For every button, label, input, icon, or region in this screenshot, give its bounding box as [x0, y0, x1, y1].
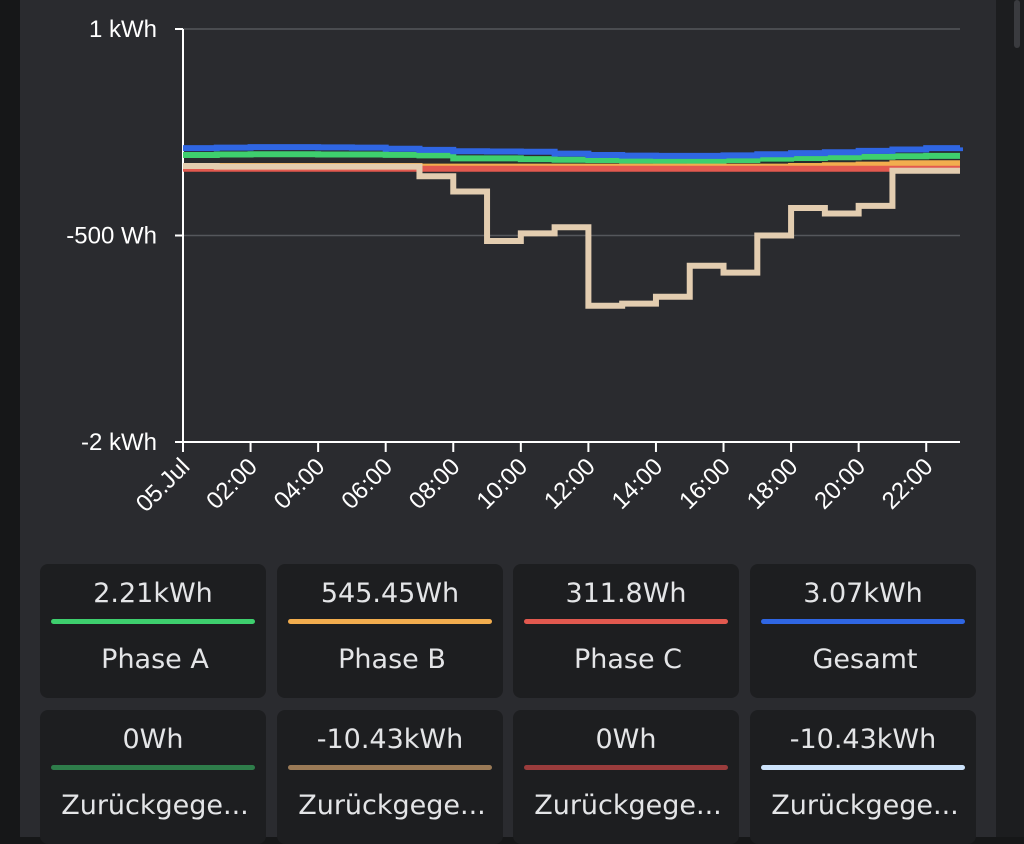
- card-value: 311.8Wh: [565, 578, 687, 609]
- card-value: 3.07kWh: [803, 578, 923, 609]
- series-color-line: [288, 765, 492, 770]
- card-label: Zurückgege...: [61, 790, 249, 821]
- scrollbar-thumb[interactable]: [1014, 0, 1020, 48]
- series-color-line: [524, 619, 728, 624]
- legend-card-phase-b[interactable]: 545.45Wh Phase B: [277, 564, 503, 698]
- series-color-line: [761, 765, 965, 770]
- series-line: [183, 144, 963, 159]
- card-label: Zurückgege...: [534, 790, 722, 821]
- card-label: Phase B: [338, 644, 446, 675]
- series-color-line: [51, 765, 255, 770]
- series-color-line: [524, 765, 728, 770]
- card-label: Phase A: [101, 644, 209, 675]
- scroll-track[interactable]: [996, 0, 1024, 837]
- x-tick-label: 05.Jul: [131, 453, 195, 517]
- legend-card-phase-c[interactable]: 311.8Wh Phase C: [513, 564, 739, 698]
- x-tick-label: 20:00: [809, 453, 871, 515]
- card-value: -10.43kWh: [316, 724, 464, 755]
- y-tick-label: -500 Wh: [66, 223, 157, 250]
- legend-card-gesamt[interactable]: 3.07kWh Gesamt: [750, 564, 976, 698]
- x-tick-label: 06:00: [336, 453, 398, 515]
- x-tick-label: 14:00: [607, 453, 669, 515]
- x-tick-label: 02:00: [201, 453, 263, 515]
- card-value: 2.21kWh: [93, 578, 213, 609]
- series-line: [183, 162, 960, 309]
- card-label: Zurückgege...: [771, 790, 959, 821]
- card-label: Zurückgege...: [298, 790, 486, 821]
- card-value: -10.43kWh: [789, 724, 937, 755]
- legend-card-returned-b[interactable]: -10.43kWh Zurückgege...: [277, 710, 503, 844]
- series-color-line: [51, 619, 255, 624]
- x-tick-label: 12:00: [539, 453, 601, 515]
- x-tick-label: 18:00: [742, 453, 804, 515]
- legend-card-returned-c[interactable]: 0Wh Zurückgege...: [513, 710, 739, 844]
- y-tick-label: 1 kWh: [89, 16, 157, 43]
- x-tick-label: 10:00: [472, 453, 534, 515]
- series-color-line: [761, 619, 965, 624]
- legend-card-returned-a[interactable]: 0Wh Zurückgege...: [40, 710, 266, 844]
- legend-card-returned-total[interactable]: -10.43kWh Zurückgege...: [750, 710, 976, 844]
- x-tick-label: 16:00: [674, 453, 736, 515]
- card-value: 0Wh: [595, 724, 657, 755]
- series-color-line: [288, 619, 492, 624]
- legend-card-phase-a[interactable]: 2.21kWh Phase A: [40, 564, 266, 698]
- x-tick-label: 08:00: [404, 453, 466, 515]
- y-tick-label: -2 kWh: [81, 429, 157, 456]
- x-tick-label: 22:00: [877, 453, 939, 515]
- card-label: Gesamt: [812, 644, 918, 675]
- card-value: 0Wh: [122, 724, 184, 755]
- card-label: Phase C: [573, 644, 683, 675]
- x-tick-label: 04:00: [269, 453, 331, 515]
- card-value: 545.45Wh: [320, 578, 460, 609]
- series-line: [183, 151, 960, 164]
